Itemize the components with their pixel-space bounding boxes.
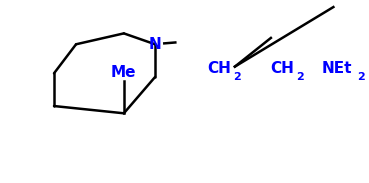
Text: N: N — [149, 37, 162, 52]
Text: 2: 2 — [357, 72, 365, 82]
Text: CH: CH — [270, 61, 294, 76]
Text: 2: 2 — [233, 72, 241, 82]
Text: NEt: NEt — [322, 61, 352, 76]
Text: Me: Me — [111, 65, 137, 80]
Text: 2: 2 — [296, 72, 303, 82]
Text: CH: CH — [207, 61, 231, 76]
